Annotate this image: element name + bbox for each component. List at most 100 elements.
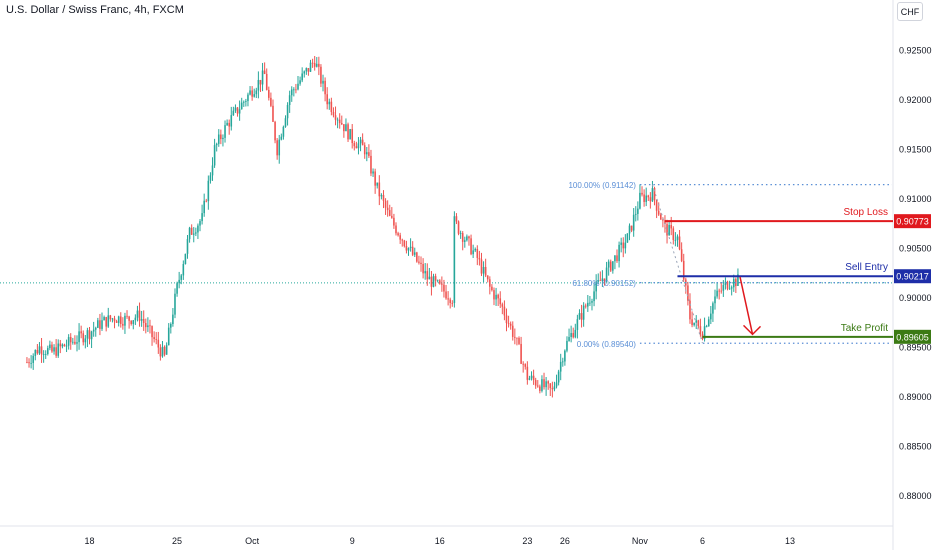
candle-body — [351, 129, 354, 144]
candle-body — [441, 283, 443, 285]
candle-body — [628, 225, 631, 234]
candle-body — [603, 278, 606, 281]
candle-body — [359, 139, 362, 144]
candle-body — [124, 315, 126, 326]
candle-body — [147, 325, 149, 328]
candle-body — [80, 331, 82, 334]
candle-body — [234, 107, 237, 111]
candle-body — [307, 68, 310, 72]
candle-body — [274, 121, 276, 141]
candle-body — [345, 124, 347, 132]
candle-body — [495, 294, 497, 300]
candle-body — [451, 302, 454, 304]
candle-body — [163, 346, 166, 355]
candle-body — [220, 134, 222, 140]
candle-body — [63, 344, 66, 347]
candle-body — [228, 122, 230, 127]
candle-body — [374, 171, 376, 186]
candle-body — [55, 347, 57, 356]
candle-body — [251, 90, 253, 97]
candle-body — [514, 336, 516, 338]
candle-body — [691, 319, 693, 326]
candle-body — [159, 347, 162, 357]
candle-body — [115, 321, 118, 323]
candle-body — [637, 208, 639, 214]
candle-body — [655, 199, 658, 211]
candle-body — [599, 280, 602, 282]
y-tick-label: 0.92000 — [899, 95, 932, 105]
candle-body — [190, 227, 193, 235]
x-tick-label: 23 — [522, 536, 532, 546]
candle-body — [574, 329, 577, 338]
candle-body — [589, 302, 591, 304]
candle-body — [318, 63, 320, 67]
candle-body — [712, 303, 714, 314]
candle-body — [524, 364, 527, 367]
candle-body — [361, 139, 364, 146]
candle-body — [59, 343, 62, 347]
candle-body — [732, 279, 735, 288]
stop-loss-price-label: 0.90773 — [896, 217, 929, 227]
candle-body — [74, 341, 76, 344]
candle-body — [105, 317, 107, 327]
candle-body — [418, 261, 420, 263]
candle-body — [626, 233, 629, 243]
candle-body — [568, 336, 570, 341]
candle-body — [591, 301, 593, 303]
candle-body — [88, 330, 91, 340]
candle-body — [201, 213, 203, 222]
candle-body — [288, 95, 291, 106]
candle-body — [666, 224, 668, 236]
candle-body — [499, 298, 502, 305]
candle-body — [249, 90, 251, 95]
candle-body — [482, 266, 485, 274]
candle-body — [103, 317, 105, 321]
candle-body — [557, 371, 560, 383]
candle-body — [403, 240, 406, 247]
candle-body — [703, 326, 706, 340]
candle-body — [340, 123, 343, 125]
x-tick-label: 25 — [172, 536, 182, 546]
candle-body — [94, 327, 97, 330]
candle-body — [536, 385, 539, 387]
candle-body — [176, 283, 178, 294]
candle-body — [607, 261, 610, 268]
x-tick-label: 13 — [785, 536, 795, 546]
candle-body — [530, 375, 533, 379]
fib-trend-line — [651, 184, 703, 344]
candle-body — [90, 331, 93, 340]
candle-body — [334, 115, 337, 120]
candle-body — [99, 320, 101, 329]
candle-body — [453, 216, 456, 303]
candle-body — [376, 182, 379, 186]
candle-body — [192, 233, 195, 235]
candle-body — [286, 105, 289, 119]
chart-title: U.S. Dollar / Swiss Franc, 4h, FXCM — [6, 4, 184, 16]
candle-body — [620, 242, 622, 245]
candle-body — [707, 319, 710, 327]
candle-body — [447, 298, 449, 300]
candle-body — [386, 207, 389, 211]
candle-body — [645, 195, 647, 202]
candle-body — [601, 278, 604, 282]
candle-body — [280, 136, 283, 140]
candle-body — [532, 375, 535, 381]
candle-body — [478, 257, 481, 260]
candle-body — [497, 294, 499, 299]
candle-body — [44, 354, 47, 355]
candle-body — [424, 271, 426, 274]
candle-body — [678, 236, 681, 250]
candle-body — [297, 83, 299, 90]
candle-body — [470, 238, 472, 255]
candle-body — [207, 180, 210, 202]
candle-body — [484, 266, 487, 276]
candle-body — [710, 313, 712, 320]
candle-body — [443, 284, 445, 292]
candle-body — [161, 346, 164, 357]
currency-button[interactable]: CHF — [897, 2, 923, 21]
candle-body — [737, 274, 739, 286]
candle-body — [689, 300, 691, 320]
candle-body — [697, 320, 700, 327]
x-tick-label: 18 — [84, 536, 94, 546]
